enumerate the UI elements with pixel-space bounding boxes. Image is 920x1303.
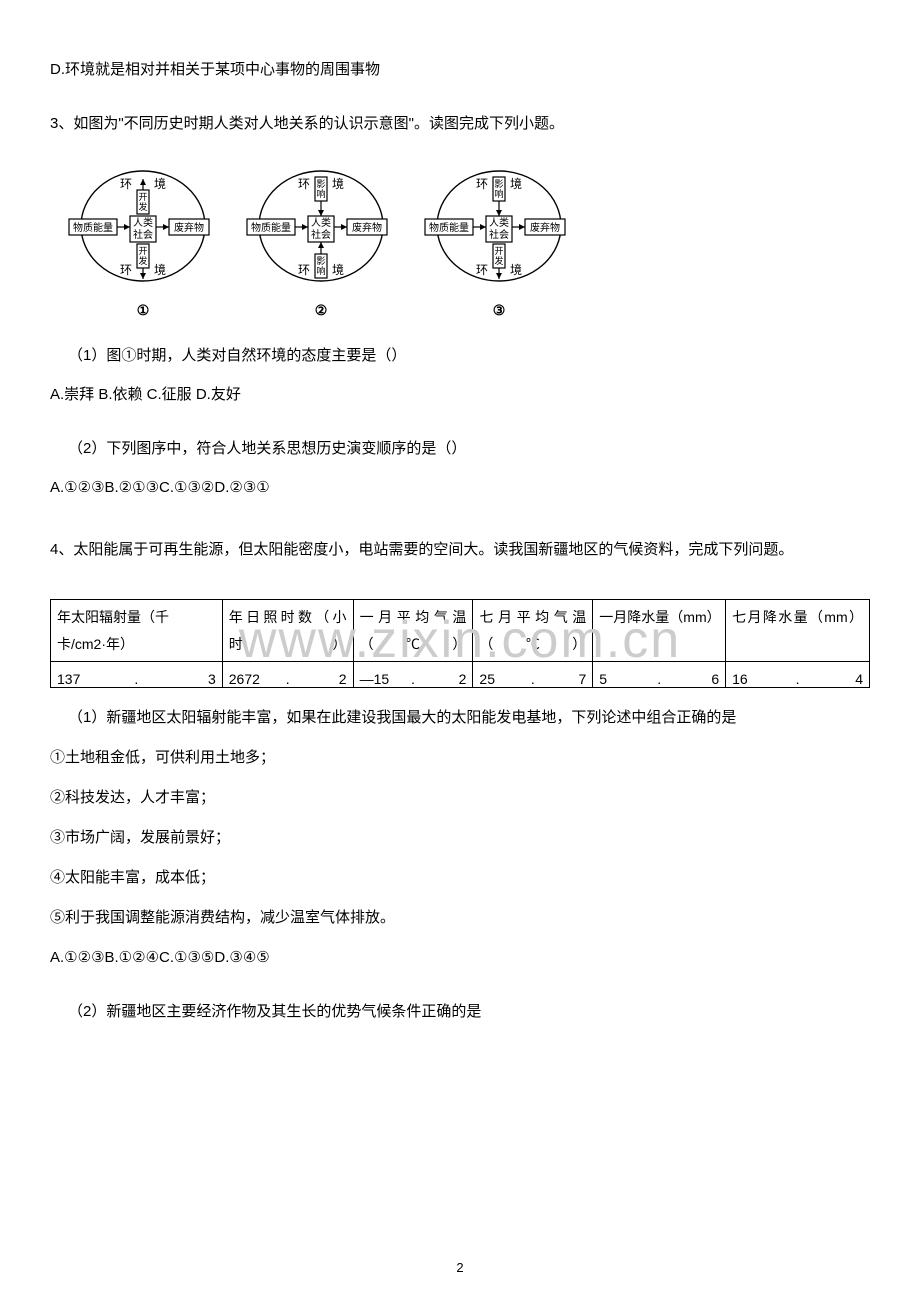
th-3: 一月平均气温（℃） — [353, 600, 473, 662]
th-4: 七月平均气温（℃） — [473, 600, 593, 662]
td-2: 2672.2 — [222, 662, 353, 688]
svg-text:环: 环 — [298, 177, 310, 191]
th-6: 七月降水量（mm） — [726, 600, 870, 662]
diagram-caption-2: ② — [315, 302, 328, 319]
page-number: 2 — [456, 1260, 463, 1275]
svg-text:人类: 人类 — [133, 216, 153, 229]
svg-text:影: 影 — [316, 256, 325, 266]
svg-text:影: 影 — [316, 179, 325, 189]
diagram-3: 环 境 环 境 人类 社会 物质能量 废弃物 影 响 开 发 — [424, 166, 574, 296]
svg-text:响: 响 — [494, 188, 503, 199]
svg-text:开: 开 — [494, 246, 503, 256]
th-1: 年太阳辐射量（千卡/cm2·年） — [51, 600, 223, 662]
q4-item-1: ①土地租金低，可供利用土地多； — [50, 746, 870, 770]
svg-text:影: 影 — [494, 179, 503, 189]
th-5: 一月降水量（mm） — [593, 600, 726, 662]
q3-stem: 3、如图为"不同历史时期人类对人地关系的认识示意图"。读图完成下列小题。 — [50, 112, 870, 136]
q4-item-5: ⑤利于我国调整能源消费结构，减少温室气体排放。 — [50, 906, 870, 930]
svg-text:境: 境 — [510, 176, 522, 191]
svg-text:发: 发 — [494, 255, 503, 266]
svg-text:废弃物: 废弃物 — [530, 221, 560, 234]
svg-text:环: 环 — [476, 263, 488, 277]
svg-text:物质能量: 物质能量 — [429, 221, 469, 234]
svg-text:境: 境 — [154, 176, 166, 191]
diagram-1: 环 境 环 境 人类 社会 物质能量 废弃物 开 发 开 发 — [68, 166, 218, 296]
td-6: 16.4 — [726, 662, 870, 688]
svg-text:社会: 社会 — [311, 228, 331, 241]
q4-item-3: ③市场广阔，发展前景好； — [50, 826, 870, 850]
option-d-text: D.环境就是相对并相关于某项中心事物的周围事物 — [50, 0, 870, 82]
svg-text:社会: 社会 — [133, 228, 153, 241]
td-1: 137.3 — [51, 662, 223, 688]
q3-sub1-options: A.崇拜 B.依赖 C.征服 D.友好 — [50, 383, 870, 407]
q4-item-2: ②科技发达，人才丰富； — [50, 786, 870, 810]
svg-text:人类: 人类 — [489, 216, 509, 229]
svg-text:物质能量: 物质能量 — [73, 221, 113, 234]
svg-text:物质能量: 物质能量 — [251, 221, 291, 234]
svg-text:发: 发 — [138, 255, 147, 266]
q3-sub2: （2）下列图序中，符合人地关系思想历史演变顺序的是（） — [50, 437, 870, 461]
td-5: 5.6 — [593, 662, 726, 688]
svg-text:环: 环 — [120, 263, 132, 277]
diagram-caption-1: ① — [137, 302, 150, 319]
svg-text:境: 境 — [510, 262, 522, 277]
svg-text:境: 境 — [332, 262, 344, 277]
diagram-caption-3: ③ — [493, 302, 506, 319]
diagram-2: 环 境 环 境 人类 社会 物质能量 废弃物 影 响 影 响 — [246, 166, 396, 296]
th-2: 年日照时数（小时） — [222, 600, 353, 662]
q3-diagram: 环 境 环 境 人类 社会 物质能量 废弃物 开 发 开 发 ① — [68, 166, 870, 319]
q4-sub1: （1）新疆地区太阳辐射能丰富，如果在此建设我国最大的太阳能发电基地，下列论述中组… — [50, 706, 870, 730]
svg-text:发: 发 — [138, 201, 147, 212]
q4-item-4: ④太阳能丰富，成本低； — [50, 866, 870, 890]
svg-text:废弃物: 废弃物 — [352, 221, 382, 234]
q3-sub2-options: A.①②③B.②①③C.①③②D.②③① — [50, 476, 870, 500]
q4-table: 年太阳辐射量（千卡/cm2·年） 年日照时数（小时） 一月平均气温（℃） 七月平… — [50, 599, 870, 688]
svg-text:境: 境 — [154, 262, 166, 277]
svg-text:环: 环 — [476, 177, 488, 191]
td-3: —15.2 — [353, 662, 473, 688]
svg-text:开: 开 — [138, 192, 147, 202]
q3-sub1: （1）图①时期，人类对自然环境的态度主要是（） — [50, 344, 870, 368]
td-4: 25.7 — [473, 662, 593, 688]
svg-text:开: 开 — [138, 246, 147, 256]
svg-text:环: 环 — [298, 263, 310, 277]
svg-text:境: 境 — [332, 176, 344, 191]
svg-text:废弃物: 废弃物 — [174, 221, 204, 234]
svg-text:响: 响 — [316, 265, 325, 276]
q4-sub1-options: A.①②③B.①②④C.①③⑤D.③④⑤ — [50, 946, 870, 970]
svg-text:人类: 人类 — [311, 216, 331, 229]
q4-stem: 4、太阳能属于可再生能源，但太阳能密度小，电站需要的空间大。读我国新疆地区的气候… — [50, 530, 870, 569]
svg-text:社会: 社会 — [489, 228, 509, 241]
svg-text:响: 响 — [316, 188, 325, 199]
svg-text:环: 环 — [120, 177, 132, 191]
q4-sub2: （2）新疆地区主要经济作物及其生长的优势气候条件正确的是 — [50, 1000, 870, 1024]
